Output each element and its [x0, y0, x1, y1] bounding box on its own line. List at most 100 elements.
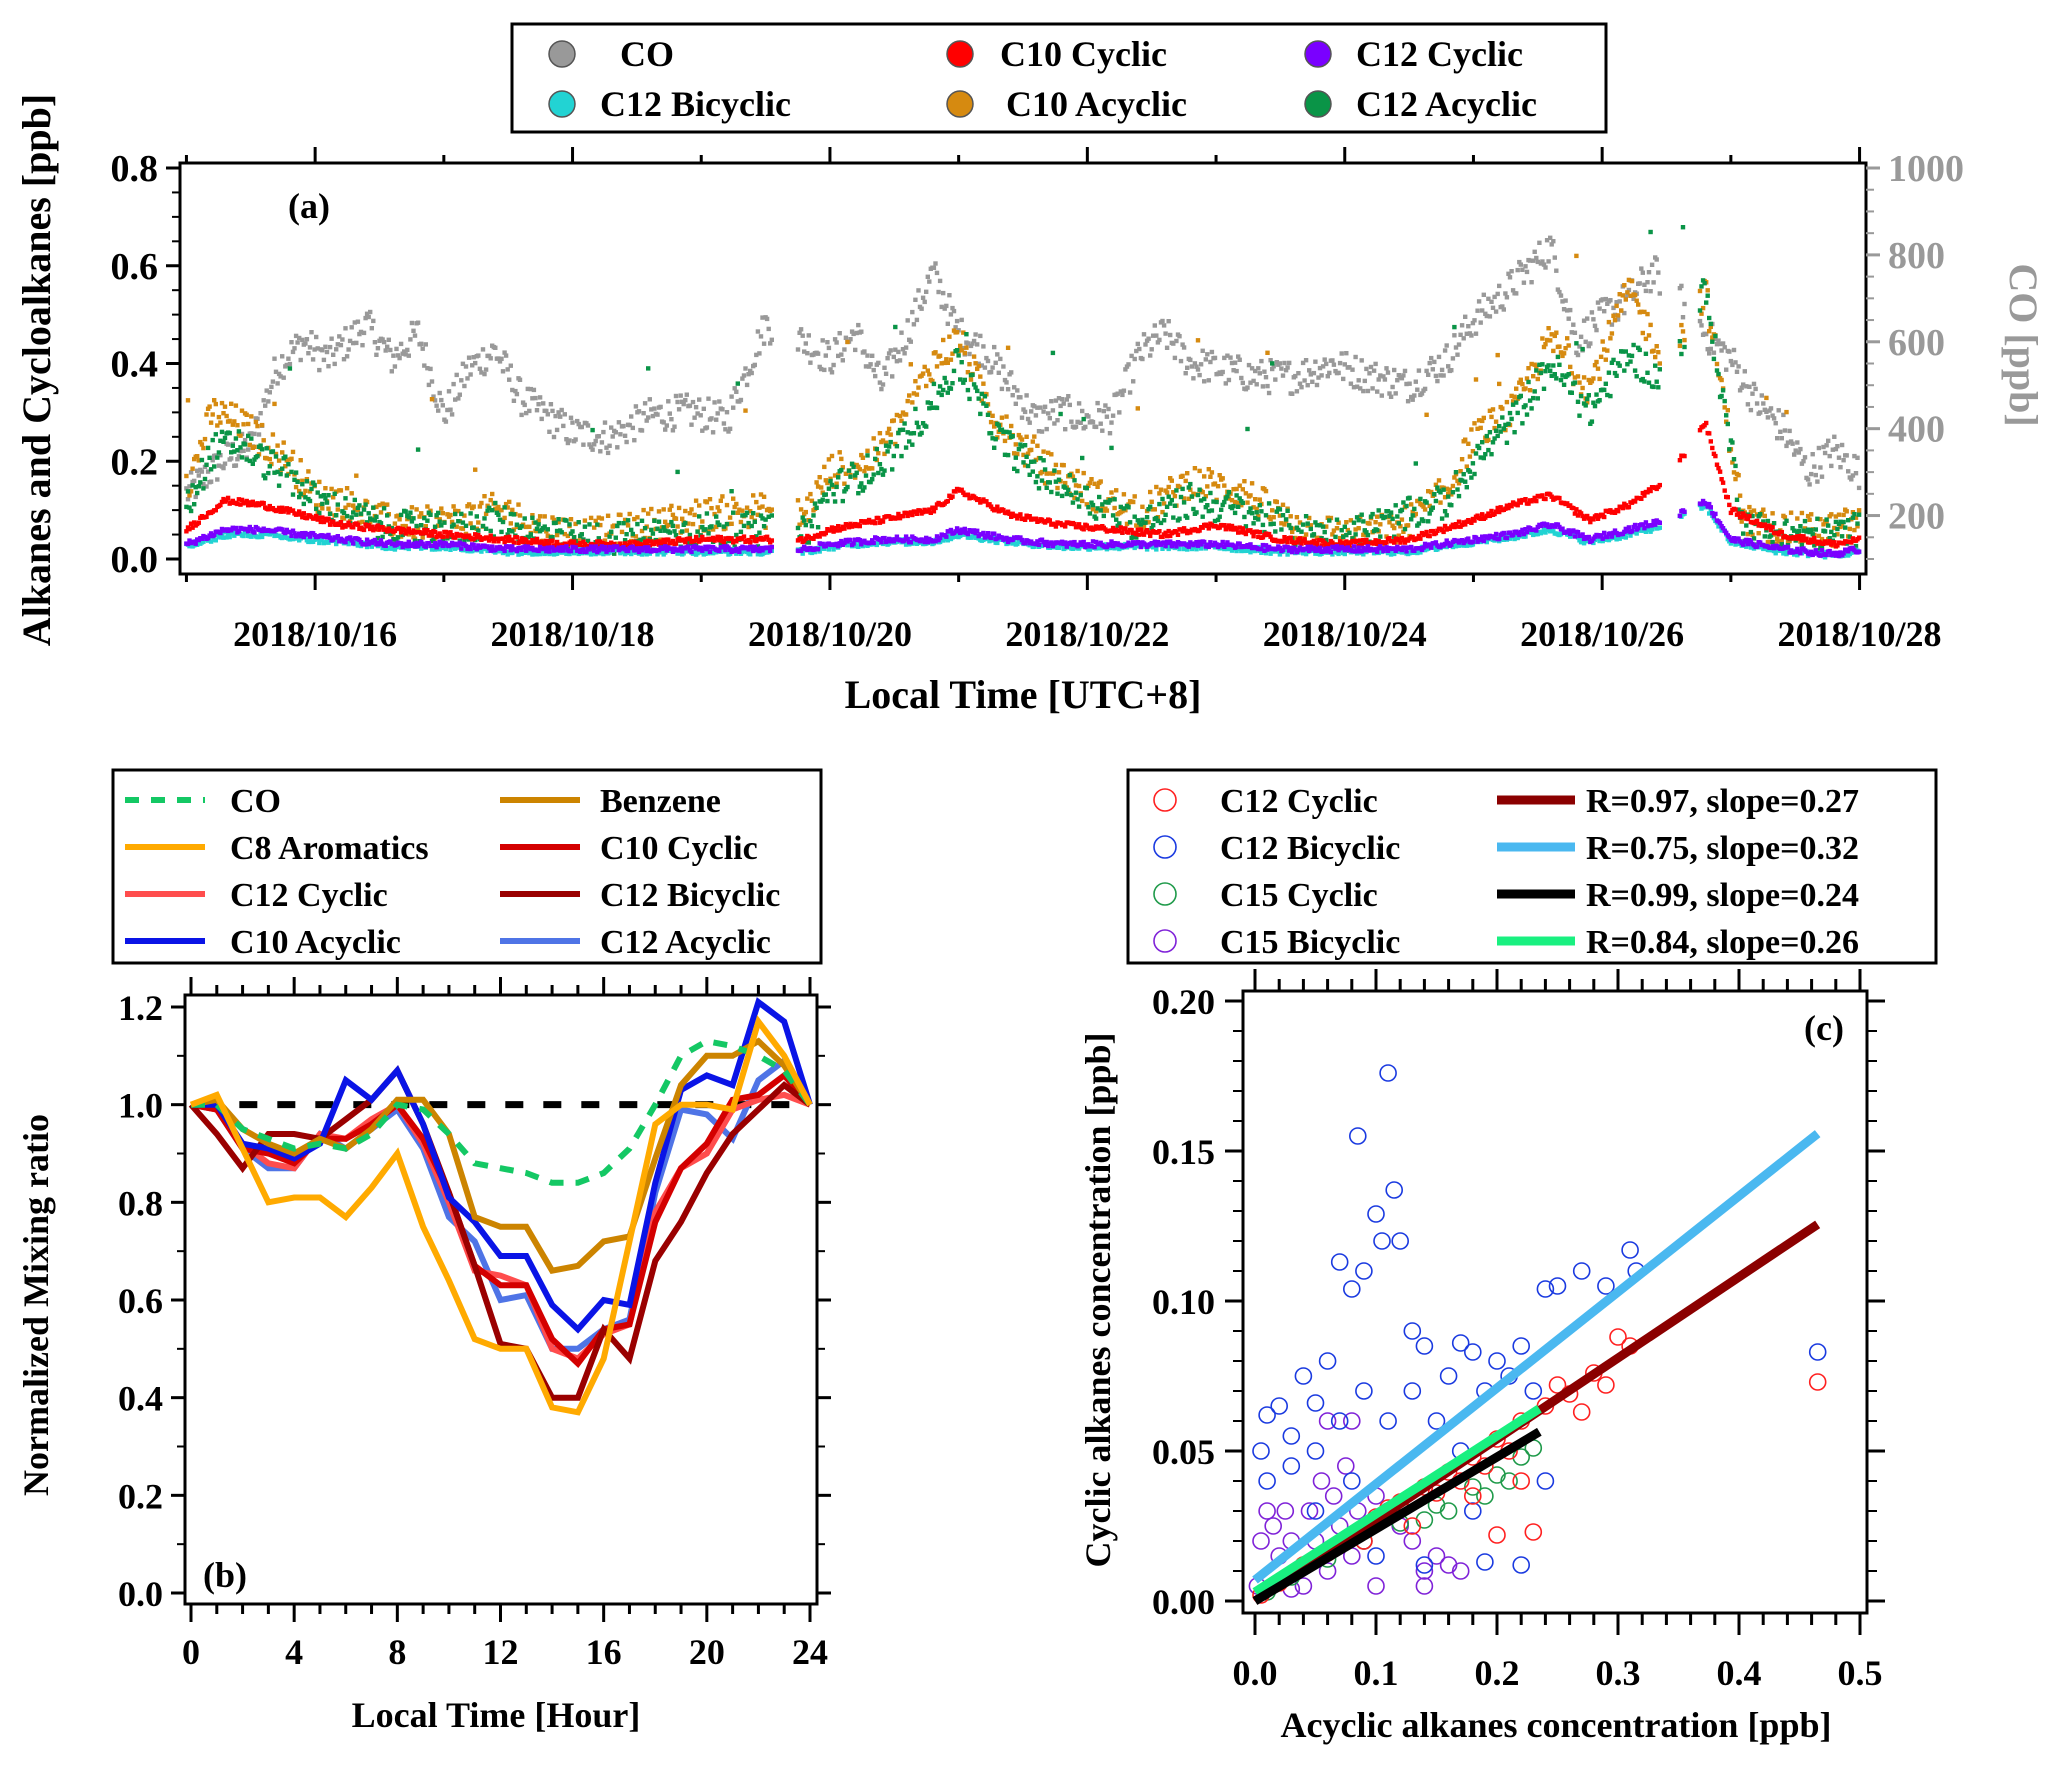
panel-a-point	[1168, 501, 1173, 506]
panel-a-point	[954, 330, 960, 335]
panel-a-point	[1217, 514, 1222, 519]
panel-a-point	[1012, 466, 1017, 471]
panel-a-point	[1847, 526, 1852, 532]
panel-a-point	[834, 528, 839, 533]
panel-a-point	[510, 387, 515, 393]
panel-a-point	[425, 504, 430, 509]
panel-a-point	[903, 510, 909, 516]
panel-a-point	[1359, 543, 1364, 548]
panel-a-point	[1056, 545, 1062, 550]
panel-a-point	[192, 456, 197, 462]
panel-a-point	[1759, 393, 1764, 398]
panel-a-point	[1200, 348, 1205, 353]
panel-a-point	[1503, 422, 1508, 428]
panel-a-point	[1784, 518, 1789, 523]
panel-a-point	[374, 514, 379, 519]
panel-a-point	[1148, 489, 1153, 495]
panel-a-point	[605, 513, 611, 518]
panel-a-point	[764, 316, 770, 322]
panel-a-point	[879, 466, 884, 472]
panel-a-point	[795, 347, 801, 352]
panel-a-point	[1436, 478, 1442, 483]
panel-a-point	[520, 400, 526, 405]
panel-a-point	[1747, 513, 1752, 519]
panel-a-point	[1211, 499, 1216, 504]
panel-a-point	[795, 498, 801, 503]
panel-a-point	[1086, 505, 1091, 510]
panel-a-point	[1093, 516, 1099, 521]
panel-a-point	[769, 538, 774, 543]
panel-a-point	[913, 406, 918, 412]
panel-a-point	[629, 414, 634, 419]
panel-a-series-c10-cyclic	[184, 420, 1862, 550]
panel-a-point	[1606, 370, 1612, 375]
panel-a-point	[1203, 494, 1208, 499]
panel-a-point	[190, 466, 195, 471]
panel-a-point	[849, 461, 855, 466]
panel-a-point	[221, 465, 226, 471]
panel-a-point	[1405, 399, 1411, 404]
panel-a-point	[1526, 366, 1531, 371]
panel-a-point	[826, 547, 832, 552]
panel-a-point	[646, 511, 651, 516]
panel-a-point	[621, 521, 626, 526]
panel-a-point	[1578, 334, 1584, 339]
panel-a-point	[842, 347, 847, 352]
panel-a-point	[988, 431, 994, 436]
panel-a-point	[272, 470, 277, 475]
panel-a-point	[1260, 384, 1266, 389]
panel-a-point	[1063, 524, 1068, 529]
panel-a-point	[988, 419, 994, 425]
panel-a-point	[981, 344, 986, 349]
panel-a-point	[1603, 357, 1608, 362]
panel-a-point	[1348, 518, 1354, 523]
panel-a-point	[598, 449, 603, 454]
panel-a-point	[1640, 330, 1645, 336]
panel-a-point	[1750, 532, 1755, 537]
panel-a-point	[377, 527, 382, 532]
panel-a-point	[683, 520, 688, 526]
panel-a-point	[542, 514, 547, 519]
panel-a-point	[1134, 531, 1139, 537]
panel-a-point	[1682, 301, 1687, 307]
panel-a-point	[568, 531, 574, 536]
panel-a-point	[486, 353, 492, 359]
panel-a-point	[1815, 479, 1820, 484]
panel-a-point	[188, 508, 194, 514]
panel-a-point	[894, 359, 900, 364]
panel-a-point	[1850, 473, 1856, 478]
panel-a-point	[1643, 336, 1649, 342]
panel-a-point	[656, 542, 662, 547]
panel-a-point	[459, 378, 464, 383]
panel-a-point	[1121, 506, 1127, 511]
panel-a-point	[451, 522, 456, 527]
panel-a-point	[409, 530, 415, 535]
panel-a-point	[530, 513, 535, 518]
panel-a-point	[301, 511, 306, 516]
panel-a-point	[1507, 410, 1513, 416]
panel-a-point	[1821, 541, 1826, 546]
panel-a-point	[238, 502, 243, 507]
panel-a-point	[1734, 369, 1740, 374]
panel-a-point	[547, 429, 552, 434]
panel-a-point	[1115, 523, 1120, 528]
panel-a-point	[1049, 399, 1054, 404]
panel-a-point	[1535, 396, 1540, 401]
panel-a-point	[749, 523, 754, 529]
panel-a-point	[284, 362, 289, 368]
panel-a-point	[1534, 364, 1539, 369]
panel-a-point	[199, 469, 205, 474]
panel-a-point	[1135, 406, 1140, 411]
panel-a-point	[1514, 291, 1519, 296]
panel-a-point	[380, 525, 385, 530]
panel-a-point	[1568, 307, 1573, 313]
panel-a-point	[1138, 527, 1144, 532]
panel-a-point	[718, 534, 723, 540]
panel-a-point	[1110, 413, 1116, 418]
panel-a-point	[1478, 320, 1483, 325]
panel-a-point	[1110, 525, 1116, 531]
panel-a-point	[667, 507, 672, 512]
panel-a-point	[1066, 394, 1071, 399]
panel-a-point	[520, 539, 526, 545]
panel-a-point	[514, 535, 520, 540]
